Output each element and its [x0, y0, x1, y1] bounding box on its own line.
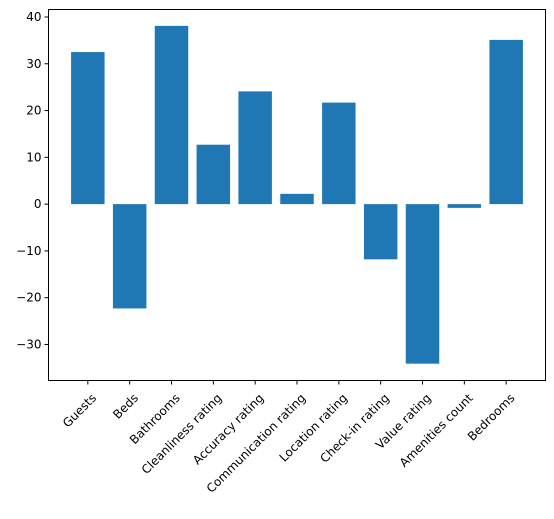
bars-group	[71, 25, 523, 364]
bar-bedrooms	[489, 39, 523, 205]
y-axis: −30 −20 −10 0 10 20 30 40	[16, 10, 49, 351]
bar-accuracy-rating	[238, 91, 272, 205]
x-tick-label: Accuracy rating	[190, 391, 266, 467]
bar-check-in-rating	[363, 204, 398, 260]
y-tick-label: 10	[26, 150, 41, 164]
x-tick-label: Cleanliness rating	[139, 391, 225, 477]
bar-guests	[71, 52, 105, 205]
bar-bathrooms	[154, 25, 189, 205]
y-tick-label: −20	[16, 291, 41, 305]
bar-amenities-count	[447, 204, 482, 208]
y-tick-label: 40	[26, 10, 41, 24]
bar-cleanliness-rating	[196, 144, 231, 205]
y-tick-label: −30	[16, 337, 41, 351]
y-tick-label: 30	[26, 57, 41, 71]
y-tick-label: 20	[26, 104, 41, 118]
y-tick-label: −10	[16, 244, 41, 258]
bar-communication-rating	[280, 193, 314, 205]
x-tick-label: Beds	[110, 391, 141, 422]
bar-value-rating	[405, 204, 440, 364]
bar-beds	[112, 204, 147, 309]
y-tick-label: 0	[34, 197, 42, 211]
x-tick-label: Amenities count	[397, 391, 476, 470]
bar-location-rating	[322, 102, 356, 205]
x-tick-label: Guests	[60, 391, 99, 430]
